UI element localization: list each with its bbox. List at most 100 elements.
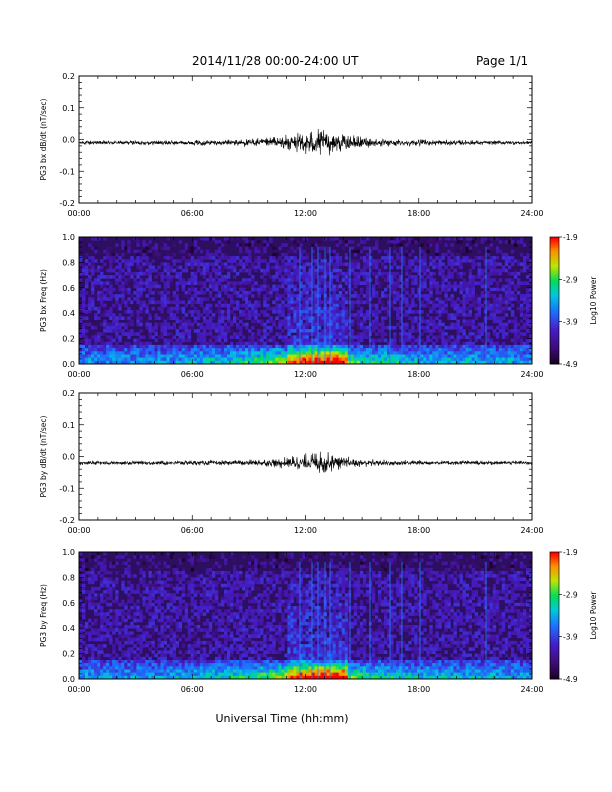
spectrogram-cell: [474, 243, 478, 247]
spectrogram-cell: [269, 265, 273, 270]
spectrogram-cell: [172, 316, 176, 320]
spectrogram-cell: [227, 259, 231, 263]
spectrogram-cell: [142, 561, 146, 566]
spectrogram-cell: [417, 348, 421, 352]
spectrogram-cell: [217, 344, 222, 349]
spectrogram-cell: [184, 338, 189, 343]
spectrogram-cell: [139, 329, 143, 333]
spectrogram-cell: [387, 354, 391, 359]
plot-frame: [78, 75, 533, 204]
spectrogram-cell: [501, 344, 506, 349]
spectrogram-cell: [82, 306, 86, 311]
spectrogram-cell: [356, 360, 361, 365]
spectrogram-cell: [281, 259, 285, 263]
spectrogram-cell: [121, 259, 125, 263]
spectrogram-cell: [166, 354, 170, 359]
spectrogram-cell: [320, 271, 324, 276]
spectrogram-cell: [230, 341, 234, 346]
spectrogram-cell: [390, 344, 394, 349]
spectrogram-cell: [302, 310, 306, 314]
spectrogram-cell: [142, 631, 146, 635]
spectrogram-cell: [154, 243, 158, 247]
spectrogram-cell: [272, 278, 276, 282]
spectrogram-cell: [133, 653, 137, 658]
spectrogram-cell: [133, 291, 137, 295]
spectrogram-cell: [305, 252, 309, 257]
spectrogram-cell: [97, 291, 101, 295]
spectrogram-cell: [390, 259, 394, 263]
spectrogram-cell: [456, 271, 460, 276]
colorbar-swatch: [550, 342, 559, 346]
spectrogram-cell: [118, 663, 122, 667]
spectrogram-cell: [109, 291, 113, 295]
spectrogram-cell: [423, 325, 427, 330]
spectrogram-cell: [109, 322, 113, 327]
spectrogram-cell: [384, 256, 388, 260]
spectrogram-cell: [378, 268, 382, 273]
spectrogram-cell: [393, 341, 397, 346]
spectrogram-cell: [462, 281, 466, 285]
spectrogram-cell: [399, 332, 403, 336]
y-tick-label: 1.0: [62, 233, 75, 242]
spectrogram-cell: [100, 561, 104, 566]
spectrogram-cell: [187, 300, 192, 305]
spectrogram-cell: [115, 319, 119, 324]
spectrogram-cell: [516, 329, 521, 333]
spectrogram-cell: [154, 268, 158, 273]
spectrogram-cell: [296, 338, 300, 343]
spectrogram-cell: [296, 319, 300, 324]
spectrogram-cell: [356, 335, 361, 339]
spectrogram-cell: [257, 249, 261, 254]
spectrogram-cell: [344, 291, 349, 295]
spectrogram-cell: [375, 291, 379, 295]
spectrogram-cell: [139, 571, 143, 575]
spectrogram-cell: [432, 351, 436, 355]
spectrogram-cell: [429, 354, 433, 359]
spectrogram-cell: [426, 325, 430, 330]
spectrogram-cell: [474, 344, 478, 349]
spectrogram-cell: [187, 310, 192, 314]
spectrogram-cell: [411, 268, 415, 273]
spectrogram-cell: [178, 322, 183, 327]
spectrogram-cell: [317, 335, 321, 339]
spectrogram-cell: [115, 672, 119, 677]
spectrogram-cell: [103, 583, 107, 588]
spectrogram-cell: [91, 574, 95, 578]
spectrogram-cell: [507, 259, 512, 263]
spectrogram-cell: [371, 287, 376, 292]
spectrogram-cell: [227, 360, 231, 365]
spectrogram-cell: [381, 306, 385, 311]
spectrogram-cell: [423, 329, 427, 333]
colorbar-swatch: [550, 359, 559, 363]
spectrogram-cell: [284, 348, 288, 352]
spectrogram-cell: [281, 335, 285, 339]
spectrogram-cell: [172, 344, 176, 349]
spectrogram-cell: [154, 322, 158, 327]
spectrogram-cell: [375, 294, 379, 298]
spectrogram-cell: [154, 275, 158, 279]
spectrogram-cell: [332, 303, 337, 308]
spectrogram-cell: [278, 357, 282, 362]
spectrogram-cell: [115, 637, 119, 642]
spectrogram-cell: [338, 303, 343, 308]
spectrogram-cell: [251, 338, 255, 343]
spectrogram-cell: [375, 259, 379, 263]
spectrogram-cell: [444, 357, 448, 362]
spectrogram-cell: [290, 256, 294, 260]
spectrogram-cell: [100, 634, 104, 639]
spectrogram-cell: [139, 672, 143, 677]
spectrogram-cell: [522, 325, 527, 330]
spectrogram-cell: [211, 262, 216, 266]
spectrogram-cell: [94, 602, 98, 607]
spectrogram-cell: [88, 322, 92, 327]
spectrogram-cell: [453, 325, 457, 330]
spectrogram-cell: [127, 596, 131, 601]
spectrogram-cell: [423, 281, 427, 285]
spectrogram-cell: [187, 351, 192, 355]
spectrogram-cell: [224, 252, 228, 257]
spectrogram-cell: [335, 344, 340, 349]
spectrogram-cell: [115, 344, 119, 349]
spectrogram-cell: [166, 284, 170, 289]
spectrogram-cell: [516, 262, 521, 266]
spectrogram-cell: [109, 294, 113, 298]
